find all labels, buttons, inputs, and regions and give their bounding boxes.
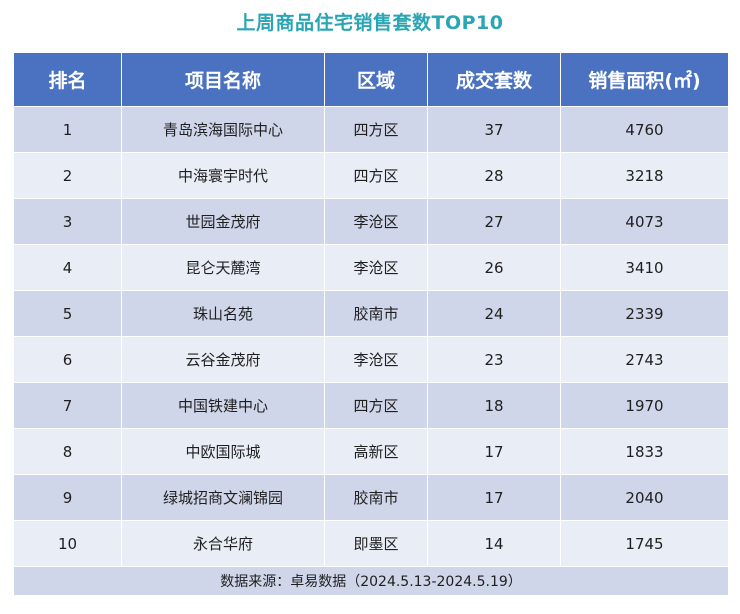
cell-project-name: 珠山名苑 [121, 290, 325, 337]
table-row: 4 昆仑天麓湾 李沧区 26 3410 [13, 244, 729, 291]
cell-district: 四方区 [324, 382, 428, 429]
header-units-sold: 成交套数 [427, 52, 561, 107]
cell-project-name: 中国铁建中心 [121, 382, 325, 429]
cell-district: 胶南市 [324, 474, 428, 521]
cell-project-name: 青岛滨海国际中心 [121, 106, 325, 153]
ranking-table: 排名 项目名称 区域 成交套数 销售面积(㎡) 1 青岛滨海国际中心 四方区 3… [13, 52, 729, 596]
table-row: 2 中海寰宇时代 四方区 28 3218 [13, 152, 729, 199]
cell-project-name: 世园金茂府 [121, 198, 325, 245]
cell-rank: 2 [13, 152, 122, 199]
cell-units-sold: 18 [427, 382, 561, 429]
table-row: 8 中欧国际城 高新区 17 1833 [13, 428, 729, 475]
cell-units-sold: 26 [427, 244, 561, 291]
cell-sales-area: 3410 [560, 244, 729, 291]
page-title: 上周商品住宅销售套数TOP10 [236, 12, 504, 34]
table-row: 5 珠山名苑 胶南市 24 2339 [13, 290, 729, 337]
table-row: 7 中国铁建中心 四方区 18 1970 [13, 382, 729, 429]
cell-sales-area: 1745 [560, 520, 729, 567]
cell-units-sold: 14 [427, 520, 561, 567]
table-row: 1 青岛滨海国际中心 四方区 37 4760 [13, 106, 729, 153]
header-sales-area: 销售面积(㎡) [560, 52, 729, 107]
cell-sales-area: 1970 [560, 382, 729, 429]
cell-sales-area: 4760 [560, 106, 729, 153]
cell-units-sold: 17 [427, 428, 561, 475]
cell-district: 四方区 [324, 152, 428, 199]
cell-project-name: 永合华府 [121, 520, 325, 567]
cell-project-name: 绿城招商文澜锦园 [121, 474, 325, 521]
cell-project-name: 昆仑天麓湾 [121, 244, 325, 291]
cell-district: 李沧区 [324, 244, 428, 291]
cell-rank: 9 [13, 474, 122, 521]
cell-project-name: 云谷金茂府 [121, 336, 325, 383]
header-project-name: 项目名称 [121, 52, 325, 107]
table-row: 9 绿城招商文澜锦园 胶南市 17 2040 [13, 474, 729, 521]
cell-units-sold: 37 [427, 106, 561, 153]
header-rank: 排名 [13, 52, 122, 107]
cell-rank: 6 [13, 336, 122, 383]
cell-units-sold: 17 [427, 474, 561, 521]
cell-rank: 7 [13, 382, 122, 429]
cell-sales-area: 1833 [560, 428, 729, 475]
data-source-note: 数据来源：卓易数据（2024.5.13-2024.5.19） [13, 566, 729, 596]
cell-sales-area: 2743 [560, 336, 729, 383]
cell-rank: 4 [13, 244, 122, 291]
cell-district: 李沧区 [324, 336, 428, 383]
cell-district: 四方区 [324, 106, 428, 153]
cell-rank: 1 [13, 106, 122, 153]
cell-rank: 8 [13, 428, 122, 475]
table-row: 3 世园金茂府 李沧区 27 4073 [13, 198, 729, 245]
cell-units-sold: 27 [427, 198, 561, 245]
cell-project-name: 中欧国际城 [121, 428, 325, 475]
cell-sales-area: 3218 [560, 152, 729, 199]
cell-district: 胶南市 [324, 290, 428, 337]
header-district: 区域 [324, 52, 428, 107]
cell-rank: 3 [13, 198, 122, 245]
cell-district: 即墨区 [324, 520, 428, 567]
cell-sales-area: 2339 [560, 290, 729, 337]
table-row: 10 永合华府 即墨区 14 1745 [13, 520, 729, 567]
cell-units-sold: 28 [427, 152, 561, 199]
cell-project-name: 中海寰宇时代 [121, 152, 325, 199]
cell-rank: 10 [13, 520, 122, 567]
header-row: 排名 项目名称 区域 成交套数 销售面积(㎡) [13, 52, 729, 107]
cell-units-sold: 24 [427, 290, 561, 337]
cell-sales-area: 4073 [560, 198, 729, 245]
source-row: 数据来源：卓易数据（2024.5.13-2024.5.19） [13, 566, 729, 596]
cell-district: 高新区 [324, 428, 428, 475]
cell-district: 李沧区 [324, 198, 428, 245]
cell-rank: 5 [13, 290, 122, 337]
cell-sales-area: 2040 [560, 474, 729, 521]
cell-units-sold: 23 [427, 336, 561, 383]
table-row: 6 云谷金茂府 李沧区 23 2743 [13, 336, 729, 383]
